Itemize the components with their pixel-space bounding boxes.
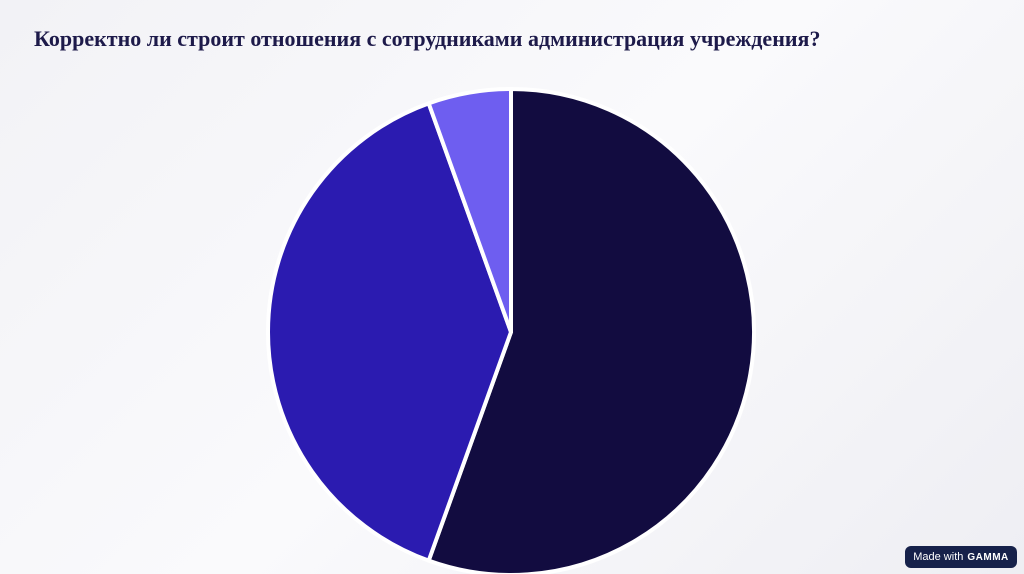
chart-title: Корректно ли строит отношения с сотрудни… bbox=[34, 26, 821, 51]
pie-slice bbox=[426, 87, 513, 334]
badge-brand: GAMMA bbox=[967, 551, 1009, 563]
pie-slice bbox=[426, 87, 756, 574]
badge-text: Made with bbox=[913, 551, 964, 563]
pie-slice bbox=[266, 101, 513, 563]
made-with-badge[interactable]: Made with GAMMA bbox=[905, 546, 1017, 568]
